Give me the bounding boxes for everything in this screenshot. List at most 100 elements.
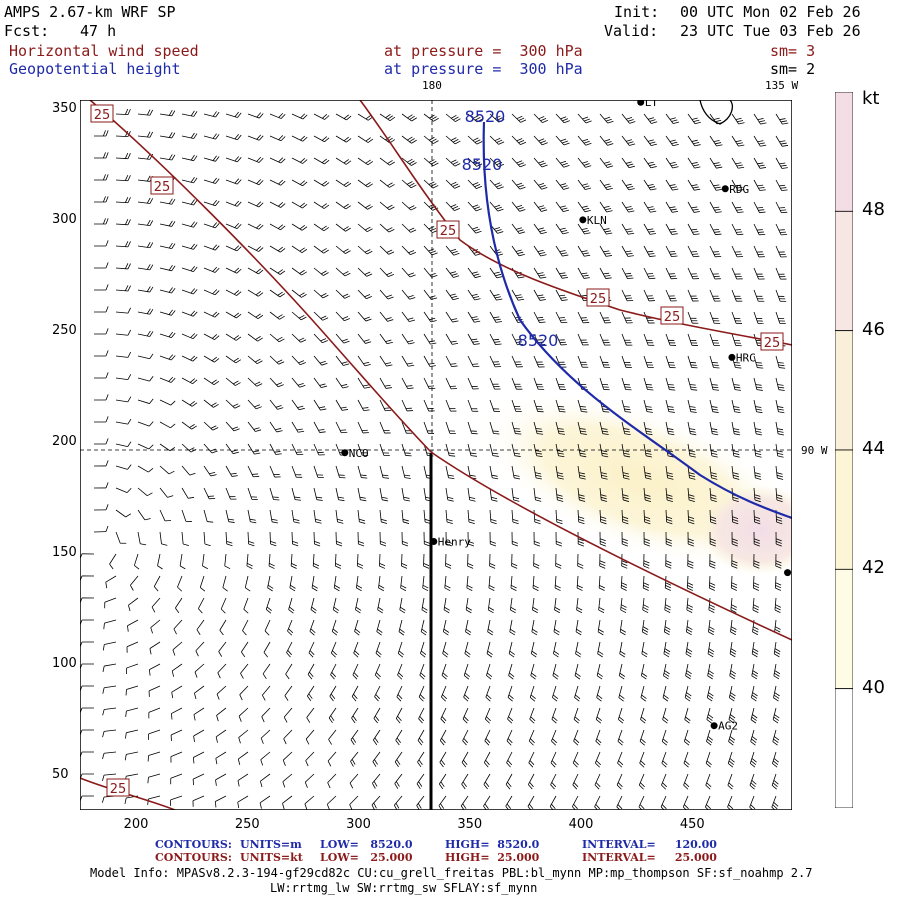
wind-barb — [291, 267, 307, 276]
wind-barb — [137, 353, 154, 360]
wind-barb — [665, 157, 679, 169]
wind-barb — [269, 355, 285, 365]
wind-barb — [93, 152, 109, 159]
svg-text:KLN: KLN — [587, 214, 607, 227]
wind-barb — [707, 641, 715, 658]
station-markers: LT RDG KLN HRC NCO Henry AG2 — [341, 100, 792, 733]
wind-barb — [357, 267, 373, 277]
svg-text:25: 25 — [154, 180, 171, 195]
wind-barb — [621, 179, 635, 191]
wind-barb — [489, 377, 501, 390]
wind-barb — [335, 289, 351, 299]
wind-barb — [159, 376, 176, 383]
wind-barb — [445, 487, 454, 502]
wind-barb — [394, 751, 403, 768]
wind-barb — [102, 707, 117, 716]
wind-barb — [332, 597, 339, 614]
wind-barb — [313, 267, 329, 276]
wind-barb — [709, 289, 721, 302]
wind-barb — [379, 245, 395, 255]
wind-barb — [731, 223, 744, 236]
wind-barb — [621, 311, 633, 324]
wind-barb — [753, 179, 766, 191]
wind-barb — [225, 289, 242, 296]
wind-barb — [731, 333, 742, 347]
wind-barb — [771, 773, 779, 790]
wind-barb — [335, 487, 345, 502]
wind-barb — [752, 575, 760, 591]
wind-barb — [269, 377, 284, 388]
wind-barb — [247, 443, 261, 455]
wind-barb — [528, 751, 535, 768]
wind-barb — [484, 707, 491, 724]
wind-barb — [577, 531, 584, 547]
wind-barb — [640, 663, 648, 680]
wind-barb — [127, 619, 139, 632]
wind-barb — [555, 399, 566, 413]
wind-barb — [93, 394, 109, 401]
wind-barb — [291, 135, 308, 142]
wind-barb — [115, 329, 132, 336]
wind-barb — [684, 707, 691, 724]
wind-barb — [102, 641, 117, 651]
wind-barb — [194, 685, 205, 700]
wind-barb — [638, 795, 645, 810]
wind-barb — [533, 509, 541, 525]
wind-barb — [247, 179, 264, 186]
colorbar-unit: kt — [862, 88, 880, 109]
valid-label: Valid: — [604, 22, 659, 40]
wind-barb — [772, 751, 779, 768]
wind-barb — [489, 157, 505, 167]
wind-barb — [621, 399, 632, 413]
wind-barb — [621, 487, 630, 502]
wind-barb — [335, 113, 352, 121]
wind-barb — [395, 707, 403, 724]
wind-barb — [203, 509, 214, 523]
wind-barb — [775, 487, 783, 503]
wind-barb — [775, 399, 785, 414]
forecast-hour: 47 h — [80, 22, 117, 40]
wind-barb — [220, 597, 227, 614]
wind-barb — [175, 597, 183, 614]
wind-barb — [687, 135, 701, 147]
wind-barb — [511, 355, 523, 368]
wind-barb — [467, 377, 479, 390]
wind-barb — [753, 421, 763, 436]
wind-barb — [621, 333, 633, 346]
wind-barb — [401, 223, 417, 233]
wind-barb — [311, 575, 318, 592]
wind-barb — [467, 443, 478, 457]
wind-barb — [594, 751, 601, 768]
wind-barb — [620, 575, 628, 591]
wind-barb — [357, 201, 373, 210]
wind-barb — [753, 245, 765, 258]
y-tick-100: 100 — [52, 655, 77, 671]
wind-barb — [150, 619, 161, 634]
smoothing-wind: sm= 3 — [770, 42, 816, 60]
wind-barb — [486, 641, 493, 658]
wind-barb — [420, 619, 427, 636]
wind-barb — [313, 223, 330, 232]
wind-barb — [439, 773, 447, 790]
wind-barb — [397, 641, 404, 658]
wind-barb — [203, 487, 216, 500]
wind-barb — [357, 509, 366, 524]
svg-text:25: 25 — [440, 224, 457, 239]
wind-barb — [599, 509, 607, 525]
wind-barb — [665, 399, 675, 413]
wind-barb — [555, 553, 562, 569]
wind-barb — [665, 553, 672, 569]
wind-barb — [159, 154, 176, 161]
wind-barb — [555, 223, 569, 235]
wind-barb — [401, 201, 417, 211]
colorbar-segment — [835, 449, 853, 570]
wind-barb — [225, 222, 242, 229]
wind-barb — [709, 399, 719, 413]
wind-barb — [335, 509, 344, 524]
wind-barb — [731, 245, 744, 258]
wind-barb — [357, 333, 372, 344]
wind-barb — [551, 707, 558, 724]
wind-barb — [109, 553, 117, 570]
colorbar-label-48: 48 — [862, 199, 885, 221]
wind-barb — [731, 311, 743, 324]
